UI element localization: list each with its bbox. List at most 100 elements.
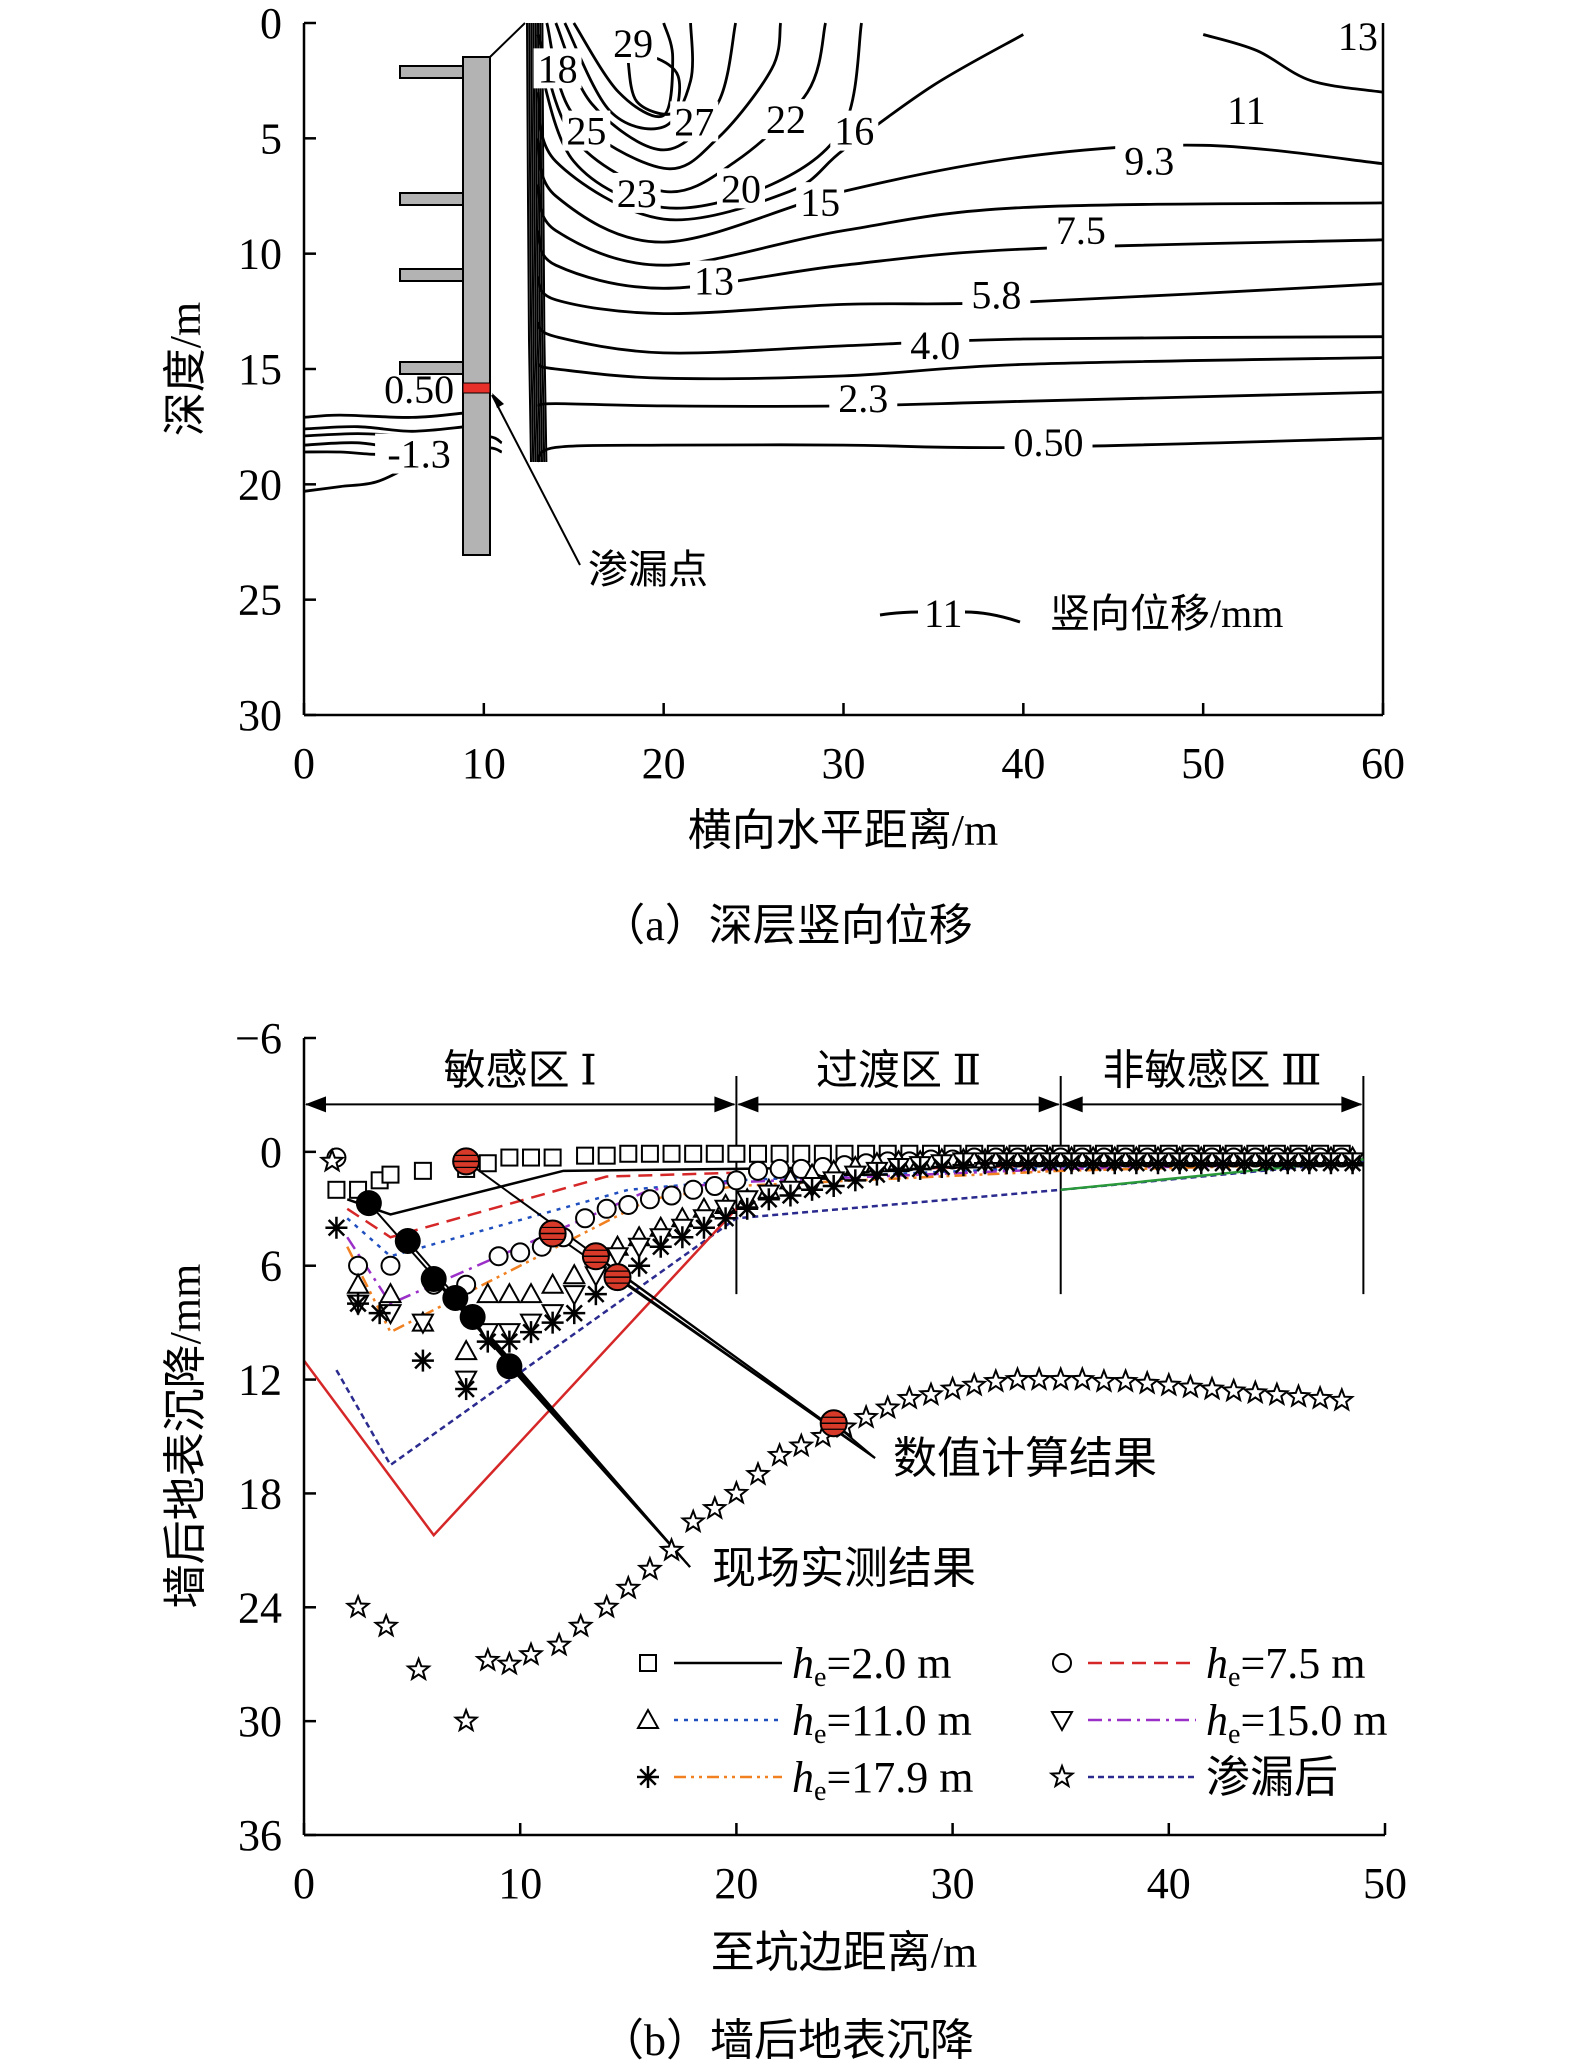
field-measured-label: 现场实测结果 <box>712 1544 976 1593</box>
contour-label: -1.3 <box>387 432 450 477</box>
asterisk-stroke <box>1149 1154 1167 1172</box>
contour-label: 23 <box>617 171 657 216</box>
contour-label: 15 <box>800 180 840 225</box>
asterisk-stroke <box>1322 1154 1340 1172</box>
marker-circle <box>748 1160 769 1181</box>
marker-circle <box>380 1255 401 1276</box>
asterisk-stroke <box>1041 1154 1059 1172</box>
marker-circle <box>1052 1653 1072 1673</box>
asterisk-stroke <box>760 1190 778 1208</box>
y-tick-label: 30 <box>238 1697 282 1746</box>
y-tick-label: 18 <box>238 1469 282 1518</box>
y-tick-label: 6 <box>260 1242 282 1291</box>
contour-label-bg <box>796 182 845 223</box>
asterisk-stroke <box>522 1323 540 1341</box>
asterisk-stroke <box>868 1165 886 1184</box>
legend-label: 渗漏后 <box>1206 1753 1338 1802</box>
marker-triangle-up <box>519 1282 543 1304</box>
asterisk-stroke <box>414 1351 432 1370</box>
marker-asterisk <box>757 1188 780 1211</box>
y-tick-label: −6 <box>235 1014 282 1063</box>
asterisk-stroke <box>1343 1154 1362 1172</box>
asterisk-stroke <box>1170 1154 1189 1172</box>
marker-asterisk <box>520 1321 543 1344</box>
asterisk-stroke <box>911 1160 929 1178</box>
marker-star <box>874 1394 901 1420</box>
marker-asterisk <box>628 1254 651 1277</box>
contour-line <box>532 22 539 463</box>
contour-line <box>526 22 532 463</box>
marker-star <box>1048 1763 1076 1789</box>
marker-asterisk <box>692 1216 715 1239</box>
asterisk-stroke <box>500 1332 519 1351</box>
marker-triangle-up <box>562 1263 586 1285</box>
marker-triangle-down <box>562 1285 586 1307</box>
marker-triangle-up <box>476 1282 500 1304</box>
marker-star <box>766 1441 793 1467</box>
contour-label: 20 <box>721 166 761 211</box>
marker-star <box>1285 1382 1312 1408</box>
marker-square <box>684 1144 703 1163</box>
asterisk-stroke <box>479 1332 497 1351</box>
marker-asterisk <box>1319 1152 1342 1175</box>
contour-label-bg <box>562 110 611 151</box>
marker-circle <box>596 1198 617 1219</box>
axes-b <box>302 1038 1385 1837</box>
contour-label-bg <box>761 99 810 140</box>
measured-markers <box>318 1144 1365 1733</box>
marker-circle <box>575 1208 596 1229</box>
contour-label-bg <box>901 325 970 366</box>
marker-star <box>517 1640 545 1666</box>
marker-star <box>1328 1386 1355 1412</box>
contour-label-bg <box>690 260 739 301</box>
legend-label: he=7.5 m <box>1206 1639 1365 1693</box>
marker-circle <box>639 1189 660 1210</box>
marker-square <box>381 1165 400 1184</box>
marker-asterisk <box>822 1175 845 1198</box>
marker-asterisk <box>1298 1152 1321 1175</box>
marker-square <box>640 1144 659 1163</box>
zone-annotations: 敏感区 Ⅰ 过渡区 Ⅱ 非敏感区 Ⅲ <box>303 1047 1365 1295</box>
contour-line <box>536 436 1384 463</box>
legend-label: he=2.0 m <box>792 1639 951 1693</box>
marker-asterisk <box>952 1154 975 1177</box>
marker-square <box>662 1144 681 1163</box>
legend-label: he=15.0 m <box>1206 1696 1387 1750</box>
x-tick-label: 0 <box>293 739 315 788</box>
marker-star <box>318 1147 346 1173</box>
marker-asterisk <box>1190 1152 1213 1175</box>
marker-asterisk <box>411 1349 434 1372</box>
y-axis-title-b: 墙后地表沉降/mm <box>161 1264 210 1609</box>
marker-star <box>1155 1371 1183 1397</box>
contour-line <box>528 22 535 463</box>
legend-sample-label: 11 <box>924 591 963 636</box>
contour-label: 13 <box>1338 14 1378 59</box>
asterisk-stroke <box>1192 1154 1210 1172</box>
marker-star <box>405 1656 432 1682</box>
y-tick-label: 15 <box>238 345 282 394</box>
contour-line <box>536 183 1384 267</box>
marker-triangle-up <box>497 1282 522 1304</box>
asterisk-stroke <box>1235 1154 1254 1172</box>
marker-circle <box>769 1158 790 1179</box>
asterisk-stroke <box>1084 1154 1102 1172</box>
marker-asterisk <box>995 1152 1018 1175</box>
zone-arrow-head <box>1341 1096 1363 1113</box>
x-axis-title-a: 横向水平距离/m <box>688 806 998 855</box>
marker-circle <box>488 1246 509 1267</box>
y-tick-label: 12 <box>238 1356 282 1405</box>
marker-asterisk <box>637 1766 659 1788</box>
marker-asterisk <box>1211 1152 1234 1175</box>
marker-square <box>478 1154 497 1173</box>
marker-star <box>679 1508 707 1534</box>
asterisk-stroke <box>1300 1154 1318 1172</box>
x-tick-label: 50 <box>1363 1859 1407 1908</box>
contour-label-bg <box>1046 209 1115 250</box>
contour-line <box>539 22 546 463</box>
x-tick-label: 30 <box>931 1859 975 1908</box>
marker-asterisk <box>649 1235 672 1258</box>
marker-asterisk <box>1146 1152 1169 1175</box>
asterisk-stroke <box>587 1285 605 1303</box>
marker-star <box>961 1371 988 1397</box>
